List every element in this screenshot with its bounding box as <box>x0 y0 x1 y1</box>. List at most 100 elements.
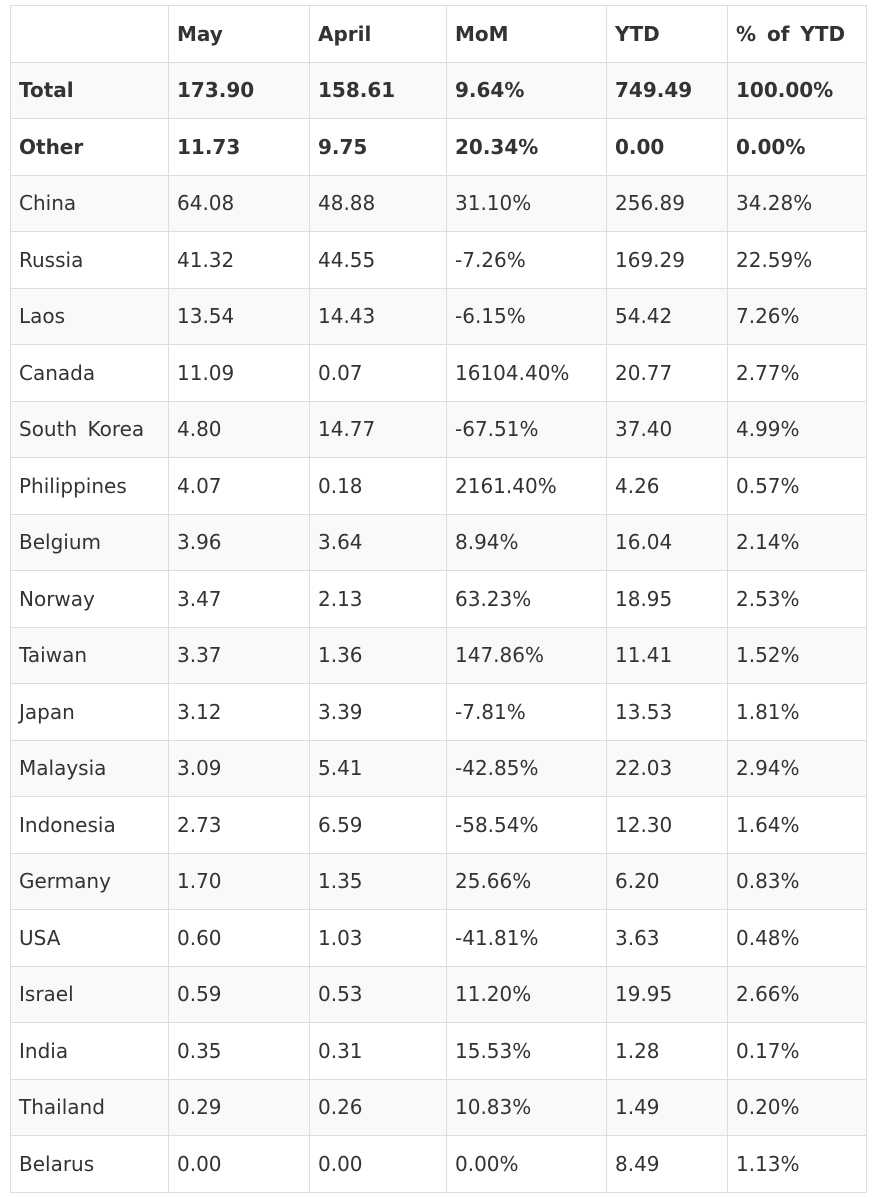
cell-country: Belarus <box>10 1135 169 1193</box>
cell-mom: 16104.40% <box>446 344 607 402</box>
cell-may: 173.90 <box>168 61 310 119</box>
cell-ytd: 6.20 <box>606 852 728 910</box>
header-may: May <box>168 5 310 63</box>
table-row: Norway 3.47 2.13 63.23% 18.95 2.53% <box>10 570 867 628</box>
cell-may: 3.47 <box>168 570 310 628</box>
cell-ytd: 1.28 <box>606 1022 728 1080</box>
cell-may: 0.29 <box>168 1078 310 1136</box>
cell-may: 3.96 <box>168 513 310 571</box>
table-row: USA 0.60 1.03 -41.81% 3.63 0.48% <box>10 909 867 967</box>
cell-april: 9.75 <box>309 118 447 176</box>
cell-country: Laos <box>10 287 169 345</box>
cell-ytd: 13.53 <box>606 683 728 741</box>
cell-mom: 147.86% <box>446 626 607 684</box>
cell-ytd: 4.26 <box>606 457 728 515</box>
header-pct-of-ytd: % of YTD <box>727 5 867 63</box>
header-country <box>10 5 169 63</box>
cell-ytd: 16.04 <box>606 513 728 571</box>
table-header: May April MoM YTD % of YTD <box>10 5 867 63</box>
cell-mom: 31.10% <box>446 174 607 232</box>
cell-ytd: 20.77 <box>606 344 728 402</box>
cell-pct-of-ytd: 0.17% <box>727 1022 867 1080</box>
cell-country: China <box>10 174 169 232</box>
cell-country: India <box>10 1022 169 1080</box>
cell-april: 6.59 <box>309 796 447 854</box>
cell-pct-of-ytd: 1.81% <box>727 683 867 741</box>
cell-april: 2.13 <box>309 570 447 628</box>
cell-may: 3.37 <box>168 626 310 684</box>
cell-pct-of-ytd: 1.52% <box>727 626 867 684</box>
cell-pct-of-ytd: 4.99% <box>727 400 867 458</box>
cell-country: Russia <box>10 231 169 289</box>
header-april: April <box>309 5 447 63</box>
cell-country: Philippines <box>10 457 169 515</box>
cell-ytd: 12.30 <box>606 796 728 854</box>
table-row: Philippines 4.07 0.18 2161.40% 4.26 0.57% <box>10 457 867 515</box>
table-row: Thailand 0.29 0.26 10.83% 1.49 0.20% <box>10 1078 867 1136</box>
cell-ytd: 1.49 <box>606 1078 728 1136</box>
cell-mom: 8.94% <box>446 513 607 571</box>
cell-april: 158.61 <box>309 61 447 119</box>
cell-pct-of-ytd: 100.00% <box>727 61 867 119</box>
table-body: Total 173.90 158.61 9.64% 749.49 100.00% Other… <box>10 61 867 1193</box>
cell-country: Japan <box>10 683 169 741</box>
cell-ytd: 749.49 <box>606 61 728 119</box>
table-row: Indonesia 2.73 6.59 -58.54% 12.30 1.64% <box>10 796 867 854</box>
cell-mom: 10.83% <box>446 1078 607 1136</box>
cell-pct-of-ytd: 2.53% <box>727 570 867 628</box>
cell-ytd: 18.95 <box>606 570 728 628</box>
table-row: Japan 3.12 3.39 -7.81% 13.53 1.81% <box>10 683 867 741</box>
cell-country: Thailand <box>10 1078 169 1136</box>
cell-may: 3.09 <box>168 739 310 797</box>
table-row: South Korea 4.80 14.77 -67.51% 37.40 4.99% <box>10 400 867 458</box>
cell-april: 48.88 <box>309 174 447 232</box>
cell-ytd: 54.42 <box>606 287 728 345</box>
table-row: Belgium 3.96 3.64 8.94% 16.04 2.14% <box>10 513 867 571</box>
cell-april: 3.39 <box>309 683 447 741</box>
cell-may: 0.00 <box>168 1135 310 1193</box>
cell-mom: 11.20% <box>446 965 607 1023</box>
cell-april: 1.03 <box>309 909 447 967</box>
cell-may: 41.32 <box>168 231 310 289</box>
cell-country: Belgium <box>10 513 169 571</box>
cell-may: 4.80 <box>168 400 310 458</box>
cell-mom: -67.51% <box>446 400 607 458</box>
cell-ytd: 3.63 <box>606 909 728 967</box>
cell-mom: -7.26% <box>446 231 607 289</box>
cell-may: 11.73 <box>168 118 310 176</box>
cell-april: 0.53 <box>309 965 447 1023</box>
cell-country: Canada <box>10 344 169 402</box>
cell-pct-of-ytd: 34.28% <box>727 174 867 232</box>
cell-april: 5.41 <box>309 739 447 797</box>
table-row: Other 11.73 9.75 20.34% 0.00 0.00% <box>10 118 867 176</box>
table-row: Germany 1.70 1.35 25.66% 6.20 0.83% <box>10 852 867 910</box>
cell-mom: 2161.40% <box>446 457 607 515</box>
cell-pct-of-ytd: 0.48% <box>727 909 867 967</box>
cell-ytd: 0.00 <box>606 118 728 176</box>
cell-pct-of-ytd: 1.13% <box>727 1135 867 1193</box>
cell-country: Taiwan <box>10 626 169 684</box>
cell-mom: 0.00% <box>446 1135 607 1193</box>
cell-mom: 63.23% <box>446 570 607 628</box>
cell-pct-of-ytd: 0.20% <box>727 1078 867 1136</box>
cell-mom: -7.81% <box>446 683 607 741</box>
data-table: May April MoM YTD % of YTD Total 173.90 15… <box>10 5 867 1193</box>
cell-country: Indonesia <box>10 796 169 854</box>
cell-pct-of-ytd: 0.83% <box>727 852 867 910</box>
cell-pct-of-ytd: 22.59% <box>727 231 867 289</box>
cell-may: 13.54 <box>168 287 310 345</box>
cell-may: 0.59 <box>168 965 310 1023</box>
cell-april: 14.43 <box>309 287 447 345</box>
cell-pct-of-ytd: 1.64% <box>727 796 867 854</box>
cell-country: Norway <box>10 570 169 628</box>
table-row: Taiwan 3.37 1.36 147.86% 11.41 1.52% <box>10 626 867 684</box>
cell-mom: -6.15% <box>446 287 607 345</box>
cell-mom: 25.66% <box>446 852 607 910</box>
cell-pct-of-ytd: 7.26% <box>727 287 867 345</box>
data-table-container: May April MoM YTD % of YTD Total 173.90 15… <box>10 5 867 1193</box>
cell-country: USA <box>10 909 169 967</box>
cell-may: 1.70 <box>168 852 310 910</box>
cell-mom: -41.81% <box>446 909 607 967</box>
cell-april: 1.35 <box>309 852 447 910</box>
table-row: Canada 11.09 0.07 16104.40% 20.77 2.77% <box>10 344 867 402</box>
